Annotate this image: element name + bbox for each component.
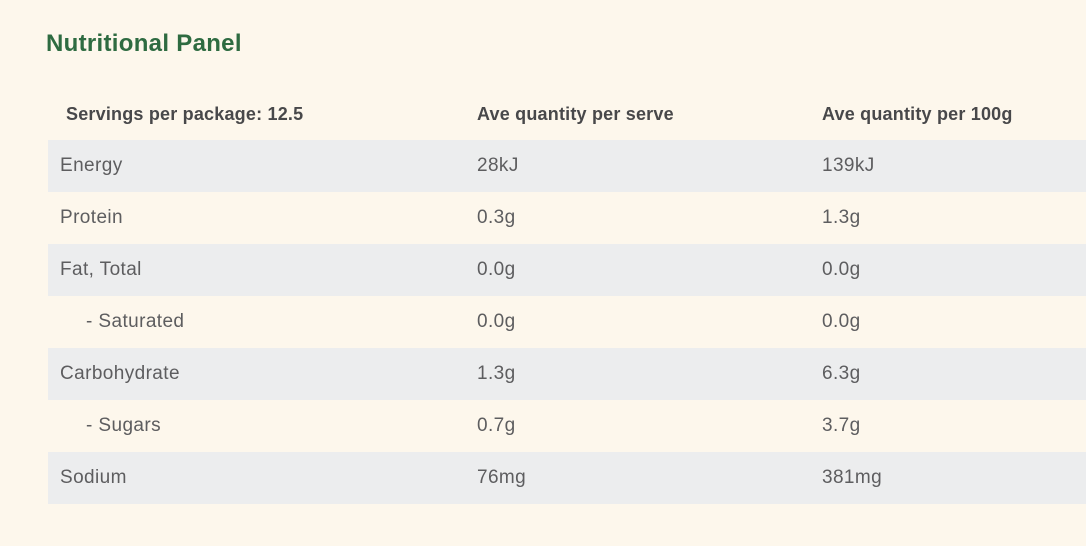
header-ave-quantity-per-serve: Ave quantity per serve (477, 103, 674, 124)
header-servings-per-package: Servings per package: 12.5 (66, 103, 304, 124)
table-row: Protein 0.3g 1.3g (48, 192, 1086, 244)
row-label: Carbohydrate (60, 363, 180, 384)
table-row: Carbohydrate 1.3g 6.3g (48, 348, 1086, 400)
value-per-100g: 0.0g (822, 311, 861, 332)
value-per-100g: 3.7g (822, 415, 861, 436)
table-row: Energy 28kJ 139kJ (48, 140, 1086, 192)
value-per-100g: 381mg (822, 467, 883, 488)
nutrition-table: Servings per package: 12.5 Ave quantity … (48, 88, 1086, 504)
table-body: Energy 28kJ 139kJ Protein 0.3g 1.3g Fat,… (48, 140, 1086, 504)
value-per-serve: 0.7g (477, 415, 516, 436)
row-label: - Saturated (86, 311, 185, 332)
table-row: Fat, Total 0.0g 0.0g (48, 244, 1086, 296)
header-ave-quantity-per-100g: Ave quantity per 100g (822, 103, 1013, 124)
row-label: Sodium (60, 467, 127, 488)
row-label: Protein (60, 207, 124, 228)
value-per-serve: 0.0g (477, 311, 516, 332)
table-row: - Saturated 0.0g 0.0g (48, 296, 1086, 348)
value-per-serve: 0.3g (477, 207, 516, 228)
page-title: Nutritional Panel (46, 30, 242, 57)
value-per-serve: 0.0g (477, 259, 516, 280)
table-row: Sodium 76mg 381mg (48, 452, 1086, 504)
value-per-100g: 6.3g (822, 363, 861, 384)
value-per-100g: 139kJ (822, 155, 875, 176)
row-label: Fat, Total (60, 259, 142, 280)
value-per-100g: 0.0g (822, 259, 861, 280)
value-per-serve: 76mg (477, 467, 527, 488)
value-per-serve: 1.3g (477, 363, 516, 384)
table-row: - Sugars 0.7g 3.7g (48, 400, 1086, 452)
row-label: - Sugars (86, 415, 162, 436)
table-header-row: Servings per package: 12.5 Ave quantity … (48, 88, 1086, 140)
value-per-serve: 28kJ (477, 155, 519, 176)
row-label: Energy (60, 155, 123, 176)
value-per-100g: 1.3g (822, 207, 861, 228)
